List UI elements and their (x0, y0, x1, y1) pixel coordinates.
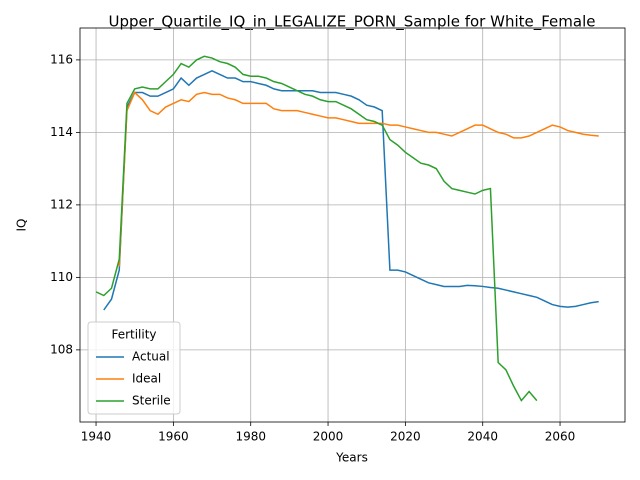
legend-label: Sterile (132, 394, 171, 408)
x-tick-label: 1980 (235, 430, 266, 444)
series-line (103, 69, 599, 311)
legend-title: Fertility (111, 328, 156, 342)
legend-label: Actual (132, 350, 170, 364)
y-tick-label: 110 (50, 270, 73, 284)
y-tick-label: 114 (50, 125, 73, 139)
x-tick-label: 1940 (81, 430, 112, 444)
series-line (118, 91, 599, 267)
chart-title: Upper_Quartile_IQ_in_LEGALIZE_PORN_Sampl… (109, 13, 596, 32)
x-tick-label: 2000 (313, 430, 344, 444)
series-line (95, 55, 538, 402)
y-tick-label: 112 (50, 197, 73, 211)
legend-label: Ideal (132, 372, 161, 386)
x-tick-label: 1960 (158, 430, 189, 444)
legend-box (87, 321, 181, 415)
x-tick-label: 2060 (545, 430, 576, 444)
y-tick-label: 116 (50, 52, 73, 66)
plot-frame (79, 27, 626, 423)
x-axis-label: Years (335, 451, 368, 465)
y-axis-label: IQ (15, 219, 29, 232)
y-tick-label: 108 (50, 342, 73, 356)
x-tick-label: 2020 (390, 430, 421, 444)
x-tick-label: 2040 (467, 430, 498, 444)
